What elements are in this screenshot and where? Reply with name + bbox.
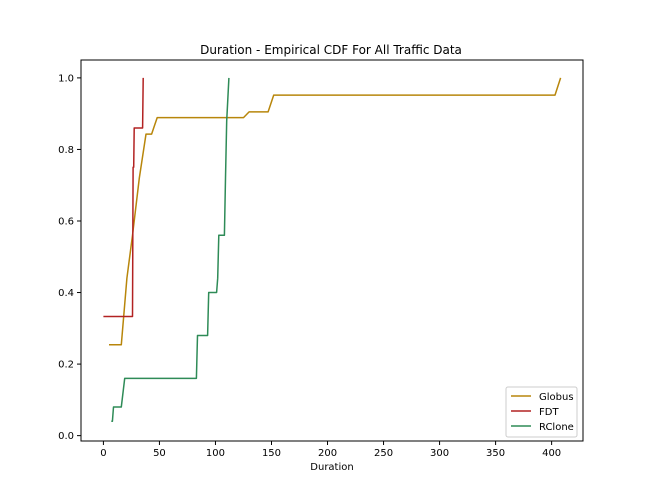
- legend: Globus FDT RClone: [505, 386, 578, 438]
- x-tick-label: 0: [100, 448, 106, 459]
- y-axis-ticks: 0.0 0.2 0.4 0.6 0.8 1.0: [58, 73, 81, 442]
- x-tick-label: 200: [318, 448, 337, 459]
- series-line-rclone: [111, 77, 230, 423]
- legend-box: [505, 386, 578, 438]
- legend-label-fdt: FDT: [539, 407, 559, 418]
- y-tick-label: 0.2: [58, 360, 74, 371]
- x-axis-ticks: 0 50 100 150 200 250 300 350 400: [100, 441, 561, 459]
- y-tick-label: 0.6: [58, 216, 74, 227]
- chart-title: Duration - Empirical CDF For All Traffic…: [200, 43, 462, 57]
- y-tick-label: 0.0: [58, 431, 74, 442]
- legend-label-globus: Globus: [539, 392, 574, 403]
- legend-label-rclone: RClone: [539, 422, 574, 433]
- x-tick-label: 250: [374, 448, 393, 459]
- series-line-fdt: [103, 77, 144, 318]
- x-tick-label: 300: [430, 448, 449, 459]
- x-tick-label: 350: [486, 448, 505, 459]
- x-tick-label: 100: [206, 448, 225, 459]
- x-axis-label: Duration: [310, 462, 353, 473]
- y-tick-label: 0.8: [58, 145, 74, 156]
- series-line-globus: [109, 77, 562, 346]
- plot-area: [80, 59, 584, 442]
- y-tick-label: 0.4: [58, 288, 74, 299]
- x-tick-label: 50: [153, 448, 166, 459]
- x-tick-label: 150: [262, 448, 281, 459]
- series-lines: [103, 77, 562, 423]
- x-tick-label: 400: [542, 448, 561, 459]
- y-tick-label: 1.0: [58, 73, 74, 84]
